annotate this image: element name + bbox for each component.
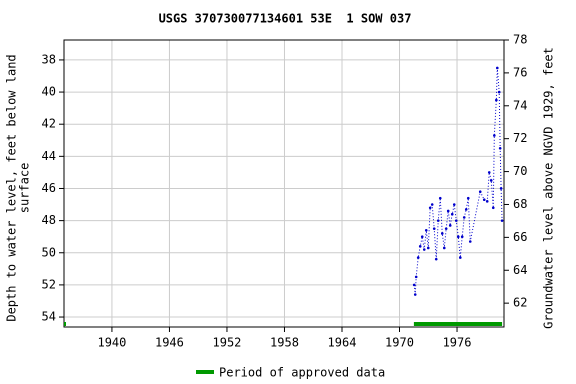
x-tick-label: 1970 bbox=[385, 336, 414, 350]
data-point bbox=[444, 227, 448, 230]
y-tick-label: 54 bbox=[42, 310, 56, 324]
data-point bbox=[482, 198, 486, 202]
data-point bbox=[432, 227, 436, 230]
data-point bbox=[424, 228, 428, 232]
data-point bbox=[464, 208, 468, 211]
x-tick-label: 1976 bbox=[443, 336, 472, 350]
y2-tick-label: 66 bbox=[513, 230, 527, 244]
data-point bbox=[498, 147, 502, 150]
y2-axis-label: Groundwater level above NGVD 1929, feet bbox=[542, 47, 556, 329]
data-point bbox=[460, 235, 464, 238]
data-point bbox=[446, 209, 450, 213]
y-axis-label: surface bbox=[18, 163, 32, 214]
x-tick-label: 1940 bbox=[97, 336, 126, 350]
data-point bbox=[462, 216, 466, 219]
data-point bbox=[495, 98, 498, 102]
chart-title: USGS 370730077134601 53E 1 SOW 037 bbox=[159, 12, 412, 26]
data-point bbox=[448, 224, 452, 227]
data-point bbox=[500, 219, 504, 222]
data-point bbox=[485, 200, 489, 203]
data-point bbox=[412, 283, 416, 287]
x-tick-label: 1946 bbox=[155, 336, 184, 350]
data-point bbox=[487, 171, 491, 174]
x-tick-label: 1964 bbox=[328, 336, 357, 350]
y-tick-label: 44 bbox=[42, 149, 56, 163]
y2-tick-label: 74 bbox=[513, 98, 527, 112]
y-tick-label: 50 bbox=[42, 245, 56, 259]
data-point bbox=[414, 275, 418, 279]
y-tick-label: 40 bbox=[42, 85, 56, 99]
y-tick-label: 46 bbox=[42, 181, 56, 195]
y2-tick-label: 70 bbox=[513, 164, 527, 178]
x-tick-label: 1958 bbox=[270, 336, 299, 350]
data-point bbox=[442, 246, 446, 250]
data-point bbox=[422, 248, 426, 251]
data-point bbox=[440, 232, 444, 235]
data-point bbox=[413, 293, 417, 296]
plot-frame bbox=[63, 39, 505, 328]
y-tick-label: 48 bbox=[42, 213, 56, 227]
data-point bbox=[434, 257, 438, 261]
y2-tick-label: 64 bbox=[513, 263, 527, 277]
data-point bbox=[450, 212, 454, 216]
data-point bbox=[458, 256, 462, 259]
data-point bbox=[436, 219, 440, 222]
data-point bbox=[489, 179, 493, 182]
y-tick-label: 38 bbox=[42, 52, 56, 66]
data-point bbox=[468, 240, 472, 243]
data-point bbox=[416, 256, 420, 259]
series-line bbox=[413, 67, 503, 295]
data-point bbox=[495, 66, 499, 70]
approved-period bbox=[413, 322, 503, 326]
data-point bbox=[426, 246, 430, 250]
y2-tick-label: 78 bbox=[513, 33, 527, 47]
data-point bbox=[454, 219, 458, 222]
y-tick-label: 52 bbox=[42, 277, 56, 291]
data-point bbox=[499, 187, 503, 190]
data-point bbox=[478, 190, 482, 193]
data-point bbox=[418, 245, 422, 248]
approved-period bbox=[64, 322, 66, 326]
data-point bbox=[491, 206, 495, 210]
legend-label: Period of approved data bbox=[219, 366, 385, 380]
data-point bbox=[420, 235, 424, 238]
data-point bbox=[456, 235, 460, 238]
y2-tick-label: 72 bbox=[513, 131, 527, 145]
data-point bbox=[428, 206, 432, 210]
data-point bbox=[452, 203, 456, 206]
data-point bbox=[430, 203, 434, 206]
y2-tick-label: 62 bbox=[513, 296, 527, 310]
data-point bbox=[493, 134, 496, 137]
y2-tick-label: 76 bbox=[513, 65, 527, 79]
data-point bbox=[438, 196, 442, 200]
x-tick-label: 1952 bbox=[213, 336, 242, 350]
y-tick-label: 42 bbox=[42, 117, 56, 131]
data-point bbox=[497, 90, 501, 94]
y2-tick-label: 68 bbox=[513, 197, 527, 211]
data-point bbox=[466, 196, 470, 200]
y-axis-label: Depth to water level, feet below land bbox=[5, 54, 19, 321]
